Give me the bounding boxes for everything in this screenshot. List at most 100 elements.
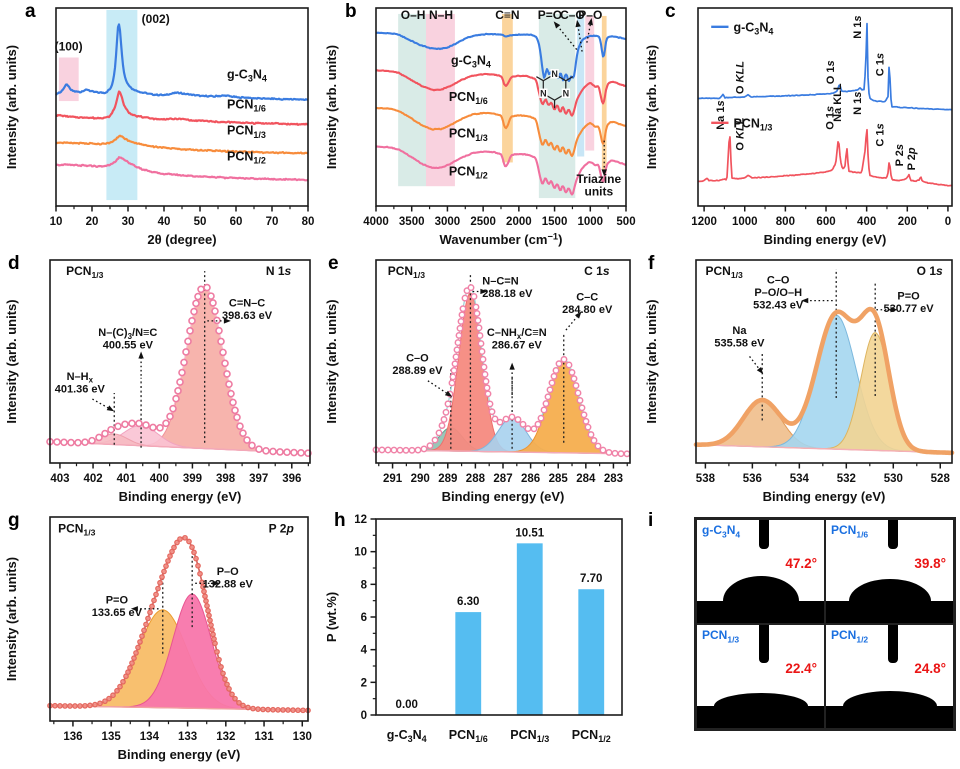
svg-text:Binding energy (eV): Binding energy (eV) [118, 747, 241, 762]
svg-text:2000: 2000 [506, 216, 532, 228]
panel-letter-a: a [25, 1, 36, 22]
envelope-marker [270, 706, 276, 713]
envelope-marker [435, 429, 443, 437]
envelope-marker [162, 419, 170, 428]
envelope-marker [584, 423, 592, 431]
envelope-marker [453, 346, 461, 354]
envelope-marker [546, 386, 554, 394]
panel-letter-h: h [334, 510, 346, 531]
envelope-marker [188, 317, 196, 325]
svg-text:N 1s: N 1s [852, 15, 864, 38]
envelope-marker [245, 704, 251, 711]
contact-angle-grid: g-C3N4 47.2° PCN1/6 39.8° PCN1/3 22.4° [694, 517, 956, 731]
envelope-marker [195, 562, 201, 569]
svg-text:400: 400 [150, 473, 169, 485]
series-curve [55, 134, 309, 155]
envelope-marker [114, 422, 122, 431]
envelope-marker [483, 384, 491, 392]
svg-text:10.51: 10.51 [515, 527, 544, 539]
panel-d: d PCN1/3 N 1s C=N–C 398.63 eV N–(C)3/N≡C 400.… [0, 252, 320, 509]
envelope-marker [153, 591, 159, 598]
svg-text:Intensity (arb. units): Intensity (arb. units) [324, 299, 339, 423]
svg-text:3000: 3000 [435, 216, 461, 228]
svg-text:PCN1/3: PCN1/3 [510, 728, 549, 744]
svg-text:6: 6 [361, 612, 367, 624]
envelope-marker [578, 404, 586, 412]
svg-text:285: 285 [549, 473, 569, 485]
svg-text:N 1s: N 1s [852, 92, 864, 115]
svg-text:534: 534 [790, 473, 810, 485]
annotation-arrow [586, 24, 591, 43]
envelope-marker [107, 425, 115, 434]
svg-text:397: 397 [249, 473, 268, 485]
envelope-marker [145, 615, 151, 622]
svg-text:284: 284 [576, 473, 596, 485]
plot-frame [49, 516, 309, 722]
envelope-marker [223, 370, 231, 378]
svg-text:P 2s: P 2s [894, 144, 906, 166]
svg-text:133: 133 [178, 731, 197, 743]
envelope-marker [220, 670, 226, 677]
svg-text:1200: 1200 [691, 216, 717, 228]
svg-text:398: 398 [216, 473, 236, 485]
envelope-marker [496, 418, 504, 426]
panel-letter-d: d [8, 253, 20, 274]
svg-text:0: 0 [945, 216, 951, 228]
envelope-marker [203, 598, 209, 604]
svg-text:133.65 eV: 133.65 eV [92, 607, 143, 619]
envelope-marker [215, 326, 223, 335]
panel-i: i g-C3N4 47.2° PCN1/6 39.8° PCN1/3 22.4° [640, 509, 960, 769]
svg-text:401: 401 [117, 473, 137, 485]
annotation-arrow [92, 398, 109, 409]
svg-text:P–O: P–O [578, 8, 602, 22]
envelope-marker [106, 695, 112, 702]
svg-text:30: 30 [122, 216, 135, 228]
envelope-marker [102, 698, 108, 705]
substrate [697, 601, 824, 623]
envelope-marker [390, 446, 398, 454]
svg-text:C 1s: C 1s [584, 264, 610, 278]
envelope-marker [156, 424, 164, 432]
envelope-marker [461, 294, 469, 302]
svg-text:396: 396 [282, 473, 301, 485]
envelope-marker [208, 622, 214, 628]
water-droplet [713, 693, 808, 706]
series-curve [375, 145, 627, 196]
envelope-marker [222, 676, 228, 683]
series-curve [375, 31, 627, 83]
svg-text:PCN1/2: PCN1/2 [449, 164, 488, 180]
envelope-marker [205, 607, 211, 614]
svg-text:135: 135 [102, 731, 122, 743]
svg-text:800: 800 [776, 216, 795, 228]
envelope-marker [276, 448, 284, 456]
envelope-marker [540, 406, 548, 414]
envelope-marker [125, 669, 131, 676]
envelope-marker [550, 372, 558, 380]
envelope-marker [82, 702, 88, 709]
envelope-marker [121, 420, 129, 429]
svg-text:2θ (degree): 2θ (degree) [147, 232, 216, 247]
svg-text:532.43 eV: 532.43 eV [753, 299, 804, 311]
svg-text:288: 288 [466, 473, 486, 485]
envelope-marker [216, 656, 222, 663]
envelope-marker [77, 703, 83, 709]
envelope-marker [491, 415, 499, 423]
svg-text:403: 403 [50, 473, 69, 485]
svg-text:528: 528 [931, 473, 951, 485]
svg-text:40: 40 [158, 216, 171, 228]
envelope-marker [555, 360, 563, 368]
envelope-marker [475, 324, 483, 332]
svg-text:402: 402 [83, 473, 102, 485]
svg-text:10: 10 [50, 216, 63, 228]
envelope-marker [227, 389, 235, 398]
envelope-marker [186, 538, 192, 545]
envelope-marker [459, 305, 467, 313]
envelope-marker [157, 579, 163, 586]
envelope-marker [129, 660, 135, 666]
envelope-marker [137, 639, 143, 645]
envelope-marker [53, 438, 61, 446]
envelope-marker [52, 702, 58, 709]
envelope-marker [565, 361, 573, 369]
svg-text:288.89 eV: 288.89 eV [392, 365, 443, 377]
